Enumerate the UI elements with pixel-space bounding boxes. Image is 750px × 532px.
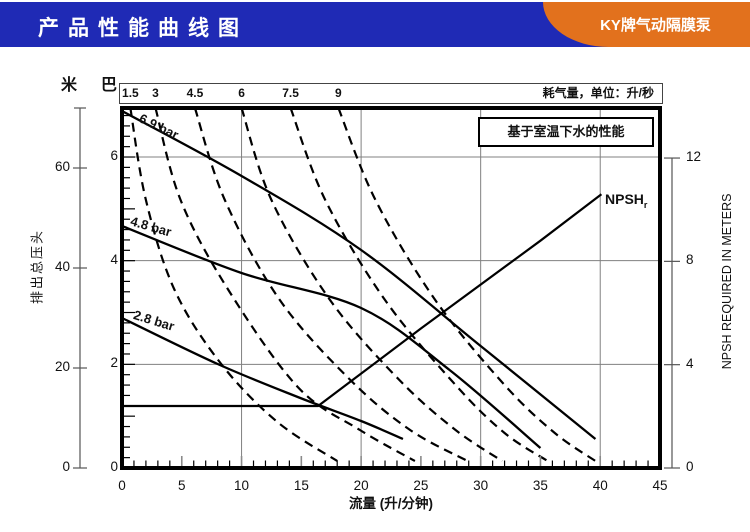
page-title: 产品性能曲线图 [38, 17, 248, 40]
curve-label-npshr: NPSHr [605, 191, 648, 210]
head-curve-4.8 [121, 224, 542, 449]
bar-tick-label: 6 [110, 148, 118, 164]
meters-unit-label: 米 [61, 77, 78, 94]
x-tick-label: 15 [293, 478, 309, 493]
npsh-tick-label: 12 [686, 149, 702, 165]
air-consumption-curve-7.5 [289, 107, 549, 462]
x-tick-label: 0 [118, 478, 126, 493]
brand-flag: KY牌气动隔膜泵 [543, 2, 750, 47]
y-axis-title-right: NPSH REQUIRED IN METERS [719, 193, 734, 370]
air-value-label: 6 [238, 86, 245, 100]
meters-tick-label: 20 [54, 359, 70, 374]
air-value-label: 4.5 [186, 86, 204, 100]
x-tick-label: 5 [178, 478, 186, 493]
npsh-tick-label: 0 [686, 459, 694, 474]
air-consumption-curve-3 [154, 107, 416, 462]
x-tick-label: 30 [473, 478, 489, 493]
air-value-label: 1.5 [122, 86, 139, 100]
air-value-label: 9 [335, 86, 342, 100]
plot-frame [120, 106, 662, 470]
x-tick-label: 35 [532, 478, 548, 493]
bar-tick-label: 4 [110, 251, 118, 267]
x-tick-label: 45 [652, 478, 668, 493]
header-bar: 产品性能曲线图 KY牌气动隔膜泵 [0, 2, 750, 47]
brand-label: KY牌气动隔膜泵 [600, 17, 711, 34]
bar-unit-label: 巴 [101, 77, 118, 94]
bar-tick-label: 0 [110, 459, 118, 474]
head-curve-2.8 [121, 316, 404, 441]
head-curve-6.9 [121, 109, 597, 440]
air-consumption-curve-9 [337, 107, 597, 462]
x-tick-label: 25 [413, 478, 429, 493]
air-consumption-strip [119, 83, 663, 104]
meters-tick-label: 60 [54, 159, 70, 174]
x-tick-label: 10 [234, 478, 250, 493]
y-axis-title-left: 排出总压头 [29, 229, 45, 305]
npsh-tick-label: 8 [686, 252, 694, 268]
npshr-curve [122, 193, 603, 408]
x-tick-label: 40 [592, 478, 608, 493]
air-consumption-curve-1.5 [129, 107, 338, 462]
bar-tick-label: 2 [110, 355, 118, 371]
air-value-label: 7.5 [282, 86, 299, 100]
performance-note: 基于室温下水的性能 [478, 117, 654, 147]
air-consumption-curve-4.5 [193, 107, 469, 462]
air-consumption-unit-label: 耗气量，单位：升/秒 [542, 86, 654, 100]
x-axis-title: 流量 (升/分钟) [349, 496, 433, 511]
meters-tick-label: 40 [54, 259, 70, 274]
npsh-tick-label: 4 [686, 355, 694, 371]
x-tick-label: 20 [353, 478, 369, 493]
meters-tick-label: 0 [62, 459, 70, 474]
air-consumption-curve-6 [240, 107, 503, 462]
air-value-label: 3 [152, 86, 159, 100]
